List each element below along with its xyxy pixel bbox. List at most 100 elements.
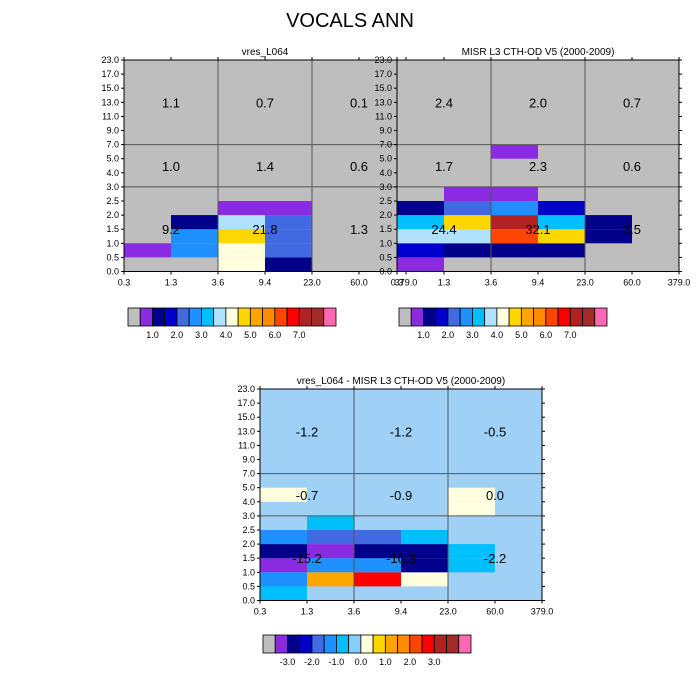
heatmap-cell: [260, 544, 307, 559]
heatmap-cell: [397, 229, 444, 244]
panel-difference: vres_L064 - MISR L3 CTH-OD V5 (2000-2009…: [215, 370, 553, 667]
y-tick-label: 17.0: [237, 398, 255, 408]
colorbar-box: [569, 307, 583, 327]
y-tick-label: 9.0: [106, 126, 119, 136]
group-value-label: -1.2: [296, 424, 318, 439]
colorbar-label: 4.0: [491, 330, 504, 340]
group-value-label: -1.2: [390, 424, 412, 439]
colorbar-box: [421, 634, 435, 654]
colorbar-box: [323, 634, 337, 654]
colorbar-box: [484, 307, 498, 327]
colorbar-box: [274, 307, 288, 327]
y-tick-label: 5.0: [379, 154, 392, 164]
y-tick-label: 1.0: [242, 567, 255, 577]
group-value-label: 1.1: [162, 95, 180, 110]
x-tick-label: 379.0: [668, 278, 691, 288]
colorbar-box: [384, 634, 398, 654]
x-tick-label: 3.6: [485, 278, 498, 288]
x-tick-label: 60.0: [623, 278, 641, 288]
x-tick-label: 379.0: [531, 607, 554, 617]
x-tick-label: 1.3: [165, 278, 178, 288]
x-tick-label: 0.3: [254, 607, 267, 617]
y-tick-label: 0.0: [379, 267, 392, 277]
y-tick-label: 2.0: [379, 210, 392, 220]
y-tick-label: 1.5: [242, 553, 255, 563]
group-value-label: 1.3: [350, 222, 368, 237]
group-value-label: 0.0: [486, 488, 504, 503]
heatmap-cell: [448, 487, 495, 502]
colorbar-box: [298, 307, 312, 327]
group-value-label: 32.1: [525, 222, 550, 237]
group-value-label: 9.2: [162, 222, 180, 237]
heatmap-cell: [397, 257, 444, 272]
y-tick-label: 3.0: [242, 511, 255, 521]
colorbar-box: [287, 634, 301, 654]
heatmap-cell: [307, 515, 354, 530]
y-tick-label: 0.5: [242, 581, 255, 591]
x-tick-label: 23.0: [576, 278, 594, 288]
colorbar-box: [459, 307, 473, 327]
colorbar-label: 3.0: [428, 657, 441, 667]
colorbar-label: 2.0: [404, 657, 417, 667]
y-tick-label: 2.0: [242, 539, 255, 549]
heatmap-cell: [171, 229, 218, 244]
x-tick-label: 1.3: [301, 607, 314, 617]
colorbar-label: 2.0: [171, 330, 184, 340]
y-tick-label: 15.0: [237, 412, 255, 422]
y-tick-label: 4.0: [379, 168, 392, 178]
heatmap-cell: [444, 243, 491, 258]
y-tick-label: 7.0: [106, 140, 119, 150]
heatmap-cell: [585, 215, 632, 230]
colorbar-box: [545, 307, 559, 327]
group-value-label: 1.7: [435, 159, 453, 174]
y-tick-label: 11.0: [102, 111, 119, 121]
y-tick-label: 1.0: [379, 238, 392, 248]
y-tick-label: 23.0: [101, 55, 119, 65]
colorbar-box: [152, 307, 166, 327]
colorbar-box: [225, 307, 239, 327]
group-value-label: 24.4: [431, 222, 456, 237]
y-tick-label: 0.5: [379, 252, 392, 262]
y-tick-label: 2.0: [106, 210, 119, 220]
heatmap-cell: [260, 558, 307, 573]
heatmap-cell: [260, 487, 307, 502]
y-tick-label: 0.0: [242, 596, 255, 606]
colorbar-label: 5.0: [244, 330, 257, 340]
colorbar-box: [582, 307, 596, 327]
colorbar-label: 5.0: [515, 330, 528, 340]
group-value-label: -0.5: [484, 424, 506, 439]
heatmap-cell: [448, 544, 495, 559]
heatmap-cell: [397, 201, 444, 216]
group-value-label: 21.8: [252, 222, 277, 237]
y-tick-label: 4.0: [242, 497, 255, 507]
panel-title: vres_L064: [242, 47, 289, 58]
heatmap-cell: [538, 215, 585, 230]
heatmap-cell: [265, 215, 312, 230]
heatmap-model: vres_L064 0.0 0.5 1.0 1.5 2.0 2.5 3.0 4.0 5.0 7.0 9…: [101, 47, 417, 340]
x-tick-label: 23.0: [303, 278, 321, 288]
colorbar-label: 2.0: [442, 330, 455, 340]
colorbar-box: [397, 634, 411, 654]
colorbar-label: 1.0: [379, 657, 392, 667]
heatmap-cell: [585, 229, 632, 244]
colorbar-label: 7.0: [293, 330, 306, 340]
y-tick-label: 1.0: [106, 238, 119, 248]
colorbar-box: [433, 634, 447, 654]
heatmap-cell: [265, 257, 312, 272]
colorbar-box: [533, 307, 547, 327]
y-tick-label: 5.0: [106, 154, 119, 164]
heatmap-cell: [354, 572, 401, 587]
x-tick-label: 9.4: [259, 278, 272, 288]
colorbar-box: [409, 634, 423, 654]
colorbar-box: [274, 634, 288, 654]
heatmap-cell: [448, 558, 495, 573]
heatmap-difference: vres_L064 - MISR L3 CTH-OD V5 (2000-2009…: [237, 376, 553, 667]
x-tick-label: 1.3: [438, 278, 451, 288]
group-value-label: 2.3: [529, 159, 547, 174]
y-tick-label: 3.0: [379, 182, 392, 192]
colorbar-box: [262, 307, 276, 327]
y-tick-label: 13.0: [237, 426, 255, 436]
heatmap-cell: [397, 243, 444, 258]
y-tick-label: 11.0: [375, 111, 392, 121]
group-value-label: -15.2: [292, 551, 322, 566]
